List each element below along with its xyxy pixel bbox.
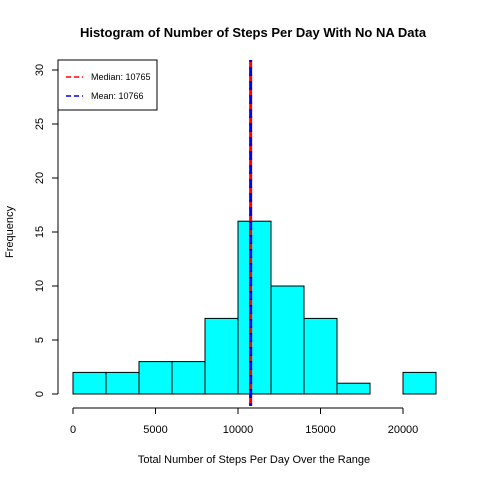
histogram-bar xyxy=(171,361,206,395)
histogram-bar xyxy=(138,361,173,395)
histogram-bar xyxy=(105,371,140,395)
chart-title: Histogram of Number of Steps Per Day Wit… xyxy=(80,25,427,40)
x-axis: 0 5000 10000 15000 20000 xyxy=(70,407,419,436)
histogram-bar xyxy=(336,382,371,395)
histogram-bar xyxy=(402,371,437,395)
histogram-bar xyxy=(303,317,338,395)
legend-label: Median: 10765 xyxy=(91,72,151,82)
x-axis-label: Total Number of Steps Per Day Over the R… xyxy=(138,454,370,466)
y-tick-label: 30 xyxy=(34,64,46,76)
legend-box xyxy=(57,59,158,111)
y-tick-label: 5 xyxy=(34,337,46,343)
y-tick-label: 20 xyxy=(34,172,46,184)
histogram-bar xyxy=(237,220,272,395)
y-tick-label: 0 xyxy=(34,391,46,397)
histogram-bar xyxy=(72,371,107,395)
legend: Median: 10765 Mean: 10766 xyxy=(57,59,158,111)
y-tick-label: 10 xyxy=(34,280,46,292)
y-axis-label: Frequency xyxy=(4,206,16,258)
x-tick-label: 20000 xyxy=(388,424,419,436)
y-axis: 0 5 10 15 20 25 30 xyxy=(34,64,59,397)
x-tick-label: 5000 xyxy=(143,424,167,436)
x-tick-label: 15000 xyxy=(305,424,336,436)
legend-label: Mean: 10766 xyxy=(91,91,144,101)
y-tick-label: 25 xyxy=(34,118,46,130)
x-tick-label: 0 xyxy=(70,424,76,436)
x-tick-label: 10000 xyxy=(223,424,254,436)
histogram-bar xyxy=(204,317,239,395)
y-tick-label: 15 xyxy=(34,226,46,238)
histogram-bar xyxy=(270,285,305,395)
bars-group xyxy=(72,220,437,395)
